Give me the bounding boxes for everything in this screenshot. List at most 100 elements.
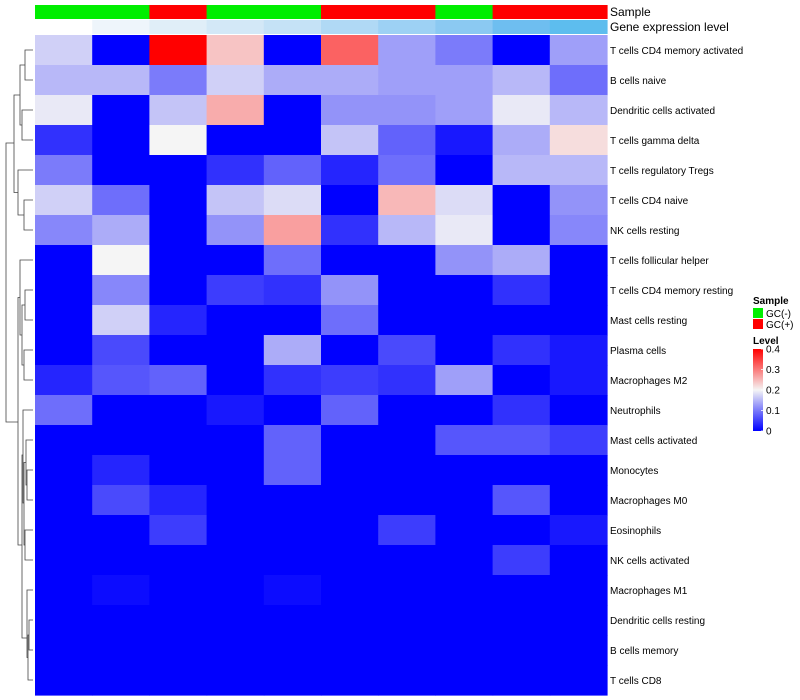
dendrogram-branch — [23, 462, 26, 546]
sample-annotation-cell — [378, 5, 436, 19]
heatmap-cell — [92, 425, 150, 456]
legend-sample-label: GC(+) — [766, 320, 794, 331]
heatmap-cell — [378, 65, 436, 96]
row-labels: T cells CD4 memory activated B cells naiv… — [610, 46, 743, 687]
dendrogram-branch — [21, 304, 25, 366]
heatmap-cell — [35, 215, 93, 246]
heatmap-cell — [92, 95, 150, 126]
dendrogram-branch — [23, 199, 33, 231]
dendrogram-branch — [17, 297, 22, 546]
heatmap-cell — [492, 185, 551, 216]
heatmap-cell — [35, 365, 93, 396]
heatmap-cell — [378, 155, 436, 186]
heatmap-cell — [435, 575, 494, 606]
heatmap-cell — [492, 35, 551, 66]
heatmap-cell — [492, 425, 551, 456]
heatmap-cell — [263, 155, 322, 186]
heatmap-cell — [321, 65, 379, 96]
dendrogram-branch — [17, 169, 33, 216]
heatmap-cell — [549, 545, 608, 576]
heatmap-cell — [435, 335, 494, 366]
sample-annotation-cell — [35, 5, 93, 19]
dendrogram-branch — [26, 469, 33, 501]
heatmap-cell — [35, 545, 93, 576]
heatmap-cell — [149, 395, 208, 426]
level-tick-label: 0 — [766, 427, 772, 438]
heatmap-cell — [35, 245, 93, 276]
heatmap-cell — [549, 155, 608, 186]
heatmap-cell — [321, 485, 379, 516]
heatmap-cell — [263, 425, 322, 456]
heatmap-cell — [92, 665, 150, 696]
heatmap-cell — [206, 95, 265, 126]
heatmap-cell — [206, 635, 265, 666]
dendrogram-branch — [26, 589, 33, 658]
row-label: Macrophages M2 — [610, 376, 688, 387]
heatmap-cell — [263, 95, 322, 126]
heatmap-cell — [92, 395, 150, 426]
heatmap-cell — [492, 485, 551, 516]
heatmap-cell — [35, 455, 93, 486]
heatmap-cell — [378, 455, 436, 486]
expression-annotation-cell — [321, 20, 379, 34]
heatmap-cell — [92, 35, 150, 66]
heatmap-cell — [149, 95, 208, 126]
heatmap-cell — [321, 665, 379, 696]
heatmap-cell — [321, 305, 379, 336]
heatmap-cell — [549, 605, 608, 636]
heatmap-cell — [435, 305, 494, 336]
heatmap-cell — [35, 605, 93, 636]
heatmap-cell — [35, 635, 93, 666]
row-label: T cells CD4 memory activated — [610, 46, 743, 57]
heatmap-cell — [435, 35, 494, 66]
row-label: T cells regulatory Tregs — [610, 166, 714, 177]
heatmap-cell — [549, 455, 608, 486]
heatmap-cell — [263, 635, 322, 666]
heatmap-cell — [35, 155, 93, 186]
heatmap-cell — [149, 65, 208, 96]
heatmap-cell — [492, 455, 551, 486]
heatmap-cell — [435, 275, 494, 306]
heatmap-cell — [206, 485, 265, 516]
heatmap-cell — [35, 275, 93, 306]
heatmap-cell — [378, 95, 436, 126]
heatmap-cell — [206, 515, 265, 546]
heatmap-cell — [206, 215, 265, 246]
heatmap-cell — [378, 185, 436, 216]
heatmap-cell — [435, 515, 494, 546]
heatmap-cell — [549, 365, 608, 396]
heatmap-cell — [378, 605, 436, 636]
row-label: T cells CD4 naive — [610, 196, 689, 207]
heatmap-cell — [435, 485, 494, 516]
sample-annotation-cell — [263, 5, 322, 19]
heatmap-cell — [321, 215, 379, 246]
heatmap-cells — [35, 35, 608, 696]
heatmap-cell — [263, 605, 322, 636]
heatmap-cell — [321, 275, 379, 306]
dendrogram-branch — [5, 142, 18, 423]
dendrogram-branch — [24, 49, 33, 81]
heatmap-cell — [206, 275, 265, 306]
heatmap-cell — [149, 215, 208, 246]
expression-annotation-cell — [35, 20, 93, 34]
heatmap-cell — [263, 455, 322, 486]
heatmap-cell — [549, 275, 608, 306]
heatmap-cell — [149, 485, 208, 516]
heatmap-cell — [378, 395, 436, 426]
heatmap-cell — [263, 515, 322, 546]
sample-annotation-cell — [206, 5, 265, 19]
heatmap-cell — [435, 605, 494, 636]
expression-annotation-cell — [92, 20, 150, 34]
heatmap-cell — [435, 395, 494, 426]
row-label: Monocytes — [610, 466, 658, 477]
dendrogram-branch — [24, 529, 33, 561]
row-label: Mast cells activated — [610, 436, 697, 447]
heatmap-cell — [378, 215, 436, 246]
heatmap-cell — [263, 305, 322, 336]
heatmap-cell — [149, 155, 208, 186]
heatmap-cell — [92, 155, 150, 186]
heatmap-cell — [321, 545, 379, 576]
heatmap-cell — [206, 665, 265, 696]
